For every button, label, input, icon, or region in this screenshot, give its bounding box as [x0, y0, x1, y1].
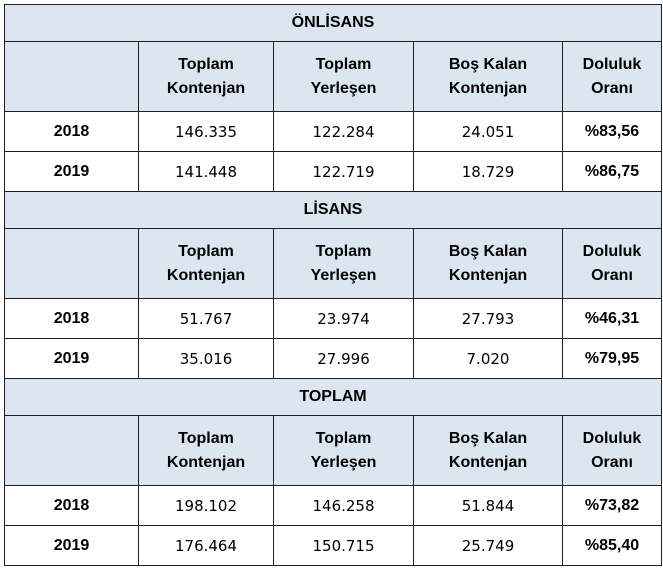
total-quota-cell: 35.016: [138, 338, 274, 379]
occupancy-rate-cell: %86,75: [562, 151, 662, 192]
column-header: Boş Kalan Kontenjan: [413, 41, 563, 112]
column-header: Toplam Kontenjan: [138, 228, 274, 299]
table-row: 2018 51.767 23.974 27.793 %46,31: [4, 298, 662, 339]
column-header-line: Doluluk: [582, 55, 642, 73]
quota-table: ÖNLİSANS Toplam Kontenjan Toplam Yerleşen Boş…: [4, 4, 662, 566]
year-cell: 2019: [4, 525, 139, 566]
column-header-line: Toplam: [315, 242, 372, 260]
column-header: Boş Kalan Kontenjan: [413, 228, 563, 299]
total-quota-cell: 141.448: [138, 151, 274, 192]
section-title-row: LİSANS: [4, 191, 662, 229]
placed-cell: 150.715: [273, 525, 414, 566]
section-title: ÖNLİSANS: [4, 4, 662, 42]
column-header-line: Oranı: [591, 79, 633, 97]
table-row: 2018 146.335 122.284 24.051 %83,56: [4, 111, 662, 152]
occupancy-rate-cell: %79,95: [562, 338, 662, 379]
column-header-line: Oranı: [591, 453, 633, 471]
column-header-line: Toplam: [315, 429, 372, 447]
column-header-row: Toplam Kontenjan Toplam Yerleşen Boş Kalan Ko…: [4, 228, 662, 299]
column-header: Doluluk Oranı: [562, 228, 662, 299]
column-header: Toplam Kontenjan: [138, 415, 274, 486]
column-header: Boş Kalan Kontenjan: [413, 415, 563, 486]
column-header-line: Toplam: [315, 55, 372, 73]
column-header-line: Kontenjan: [448, 453, 528, 471]
header-blank-cell: [4, 228, 139, 299]
placed-cell: 122.719: [273, 151, 414, 192]
empty-quota-cell: 51.844: [413, 485, 563, 526]
column-header-line: Boş Kalan: [448, 242, 528, 260]
total-quota-cell: 176.464: [138, 525, 274, 566]
total-quota-cell: 51.767: [138, 298, 274, 339]
column-header-line: Yerleşen: [310, 79, 377, 97]
column-header-line: Boş Kalan: [448, 429, 528, 447]
placed-cell: 146.258: [273, 485, 414, 526]
quota-table-body: ÖNLİSANS Toplam Kontenjan Toplam Yerleşen Boş…: [4, 4, 662, 566]
occupancy-rate-cell: %73,82: [562, 485, 662, 526]
column-header: Doluluk Oranı: [562, 41, 662, 112]
column-header-line: Boş Kalan: [448, 55, 528, 73]
empty-quota-cell: 7.020: [413, 338, 563, 379]
total-quota-cell: 198.102: [138, 485, 274, 526]
column-header-line: Yerleşen: [310, 266, 377, 284]
column-header-line: Doluluk: [582, 242, 642, 260]
column-header-line: Kontenjan: [448, 266, 528, 284]
column-header: Toplam Yerleşen: [273, 228, 414, 299]
occupancy-rate-cell: %46,31: [562, 298, 662, 339]
year-cell: 2018: [4, 298, 139, 339]
column-header-line: Kontenjan: [166, 79, 246, 97]
occupancy-rate-cell: %85,40: [562, 525, 662, 566]
column-header: Doluluk Oranı: [562, 415, 662, 486]
section-title: LİSANS: [4, 191, 662, 229]
column-header-line: Yerleşen: [310, 453, 377, 471]
column-header: Toplam Yerleşen: [273, 41, 414, 112]
empty-quota-cell: 24.051: [413, 111, 563, 152]
total-quota-cell: 146.335: [138, 111, 274, 152]
year-cell: 2018: [4, 485, 139, 526]
year-cell: 2019: [4, 338, 139, 379]
table-row: 2019 141.448 122.719 18.729 %86,75: [4, 151, 662, 192]
column-header-line: Doluluk: [582, 429, 642, 447]
column-header-line: Oranı: [591, 266, 633, 284]
year-cell: 2019: [4, 151, 139, 192]
column-header-line: Toplam: [178, 55, 234, 73]
header-blank-cell: [4, 415, 139, 486]
column-header: Toplam Yerleşen: [273, 415, 414, 486]
placed-cell: 27.996: [273, 338, 414, 379]
placed-cell: 122.284: [273, 111, 414, 152]
section-title-row: ÖNLİSANS: [4, 4, 662, 42]
table-row: 2018 198.102 146.258 51.844 %73,82: [4, 485, 662, 526]
table-row: 2019 35.016 27.996 7.020 %79,95: [4, 338, 662, 379]
occupancy-rate-cell: %83,56: [562, 111, 662, 152]
empty-quota-cell: 18.729: [413, 151, 563, 192]
column-header: Toplam Kontenjan: [138, 41, 274, 112]
empty-quota-cell: 25.749: [413, 525, 563, 566]
column-header-line: Kontenjan: [448, 79, 528, 97]
section-title: TOPLAM: [4, 378, 662, 416]
empty-quota-cell: 27.793: [413, 298, 563, 339]
table-row: 2019 176.464 150.715 25.749 %85,40: [4, 525, 662, 566]
column-header-line: Kontenjan: [166, 266, 246, 284]
column-header-line: Kontenjan: [166, 453, 246, 471]
header-blank-cell: [4, 41, 139, 112]
year-cell: 2018: [4, 111, 139, 152]
column-header-row: Toplam Kontenjan Toplam Yerleşen Boş Kalan Ko…: [4, 41, 662, 112]
column-header-line: Toplam: [178, 242, 234, 260]
section-title-row: TOPLAM: [4, 378, 662, 416]
column-header-line: Toplam: [178, 429, 234, 447]
placed-cell: 23.974: [273, 298, 414, 339]
column-header-row: Toplam Kontenjan Toplam Yerleşen Boş Kalan Ko…: [4, 415, 662, 486]
